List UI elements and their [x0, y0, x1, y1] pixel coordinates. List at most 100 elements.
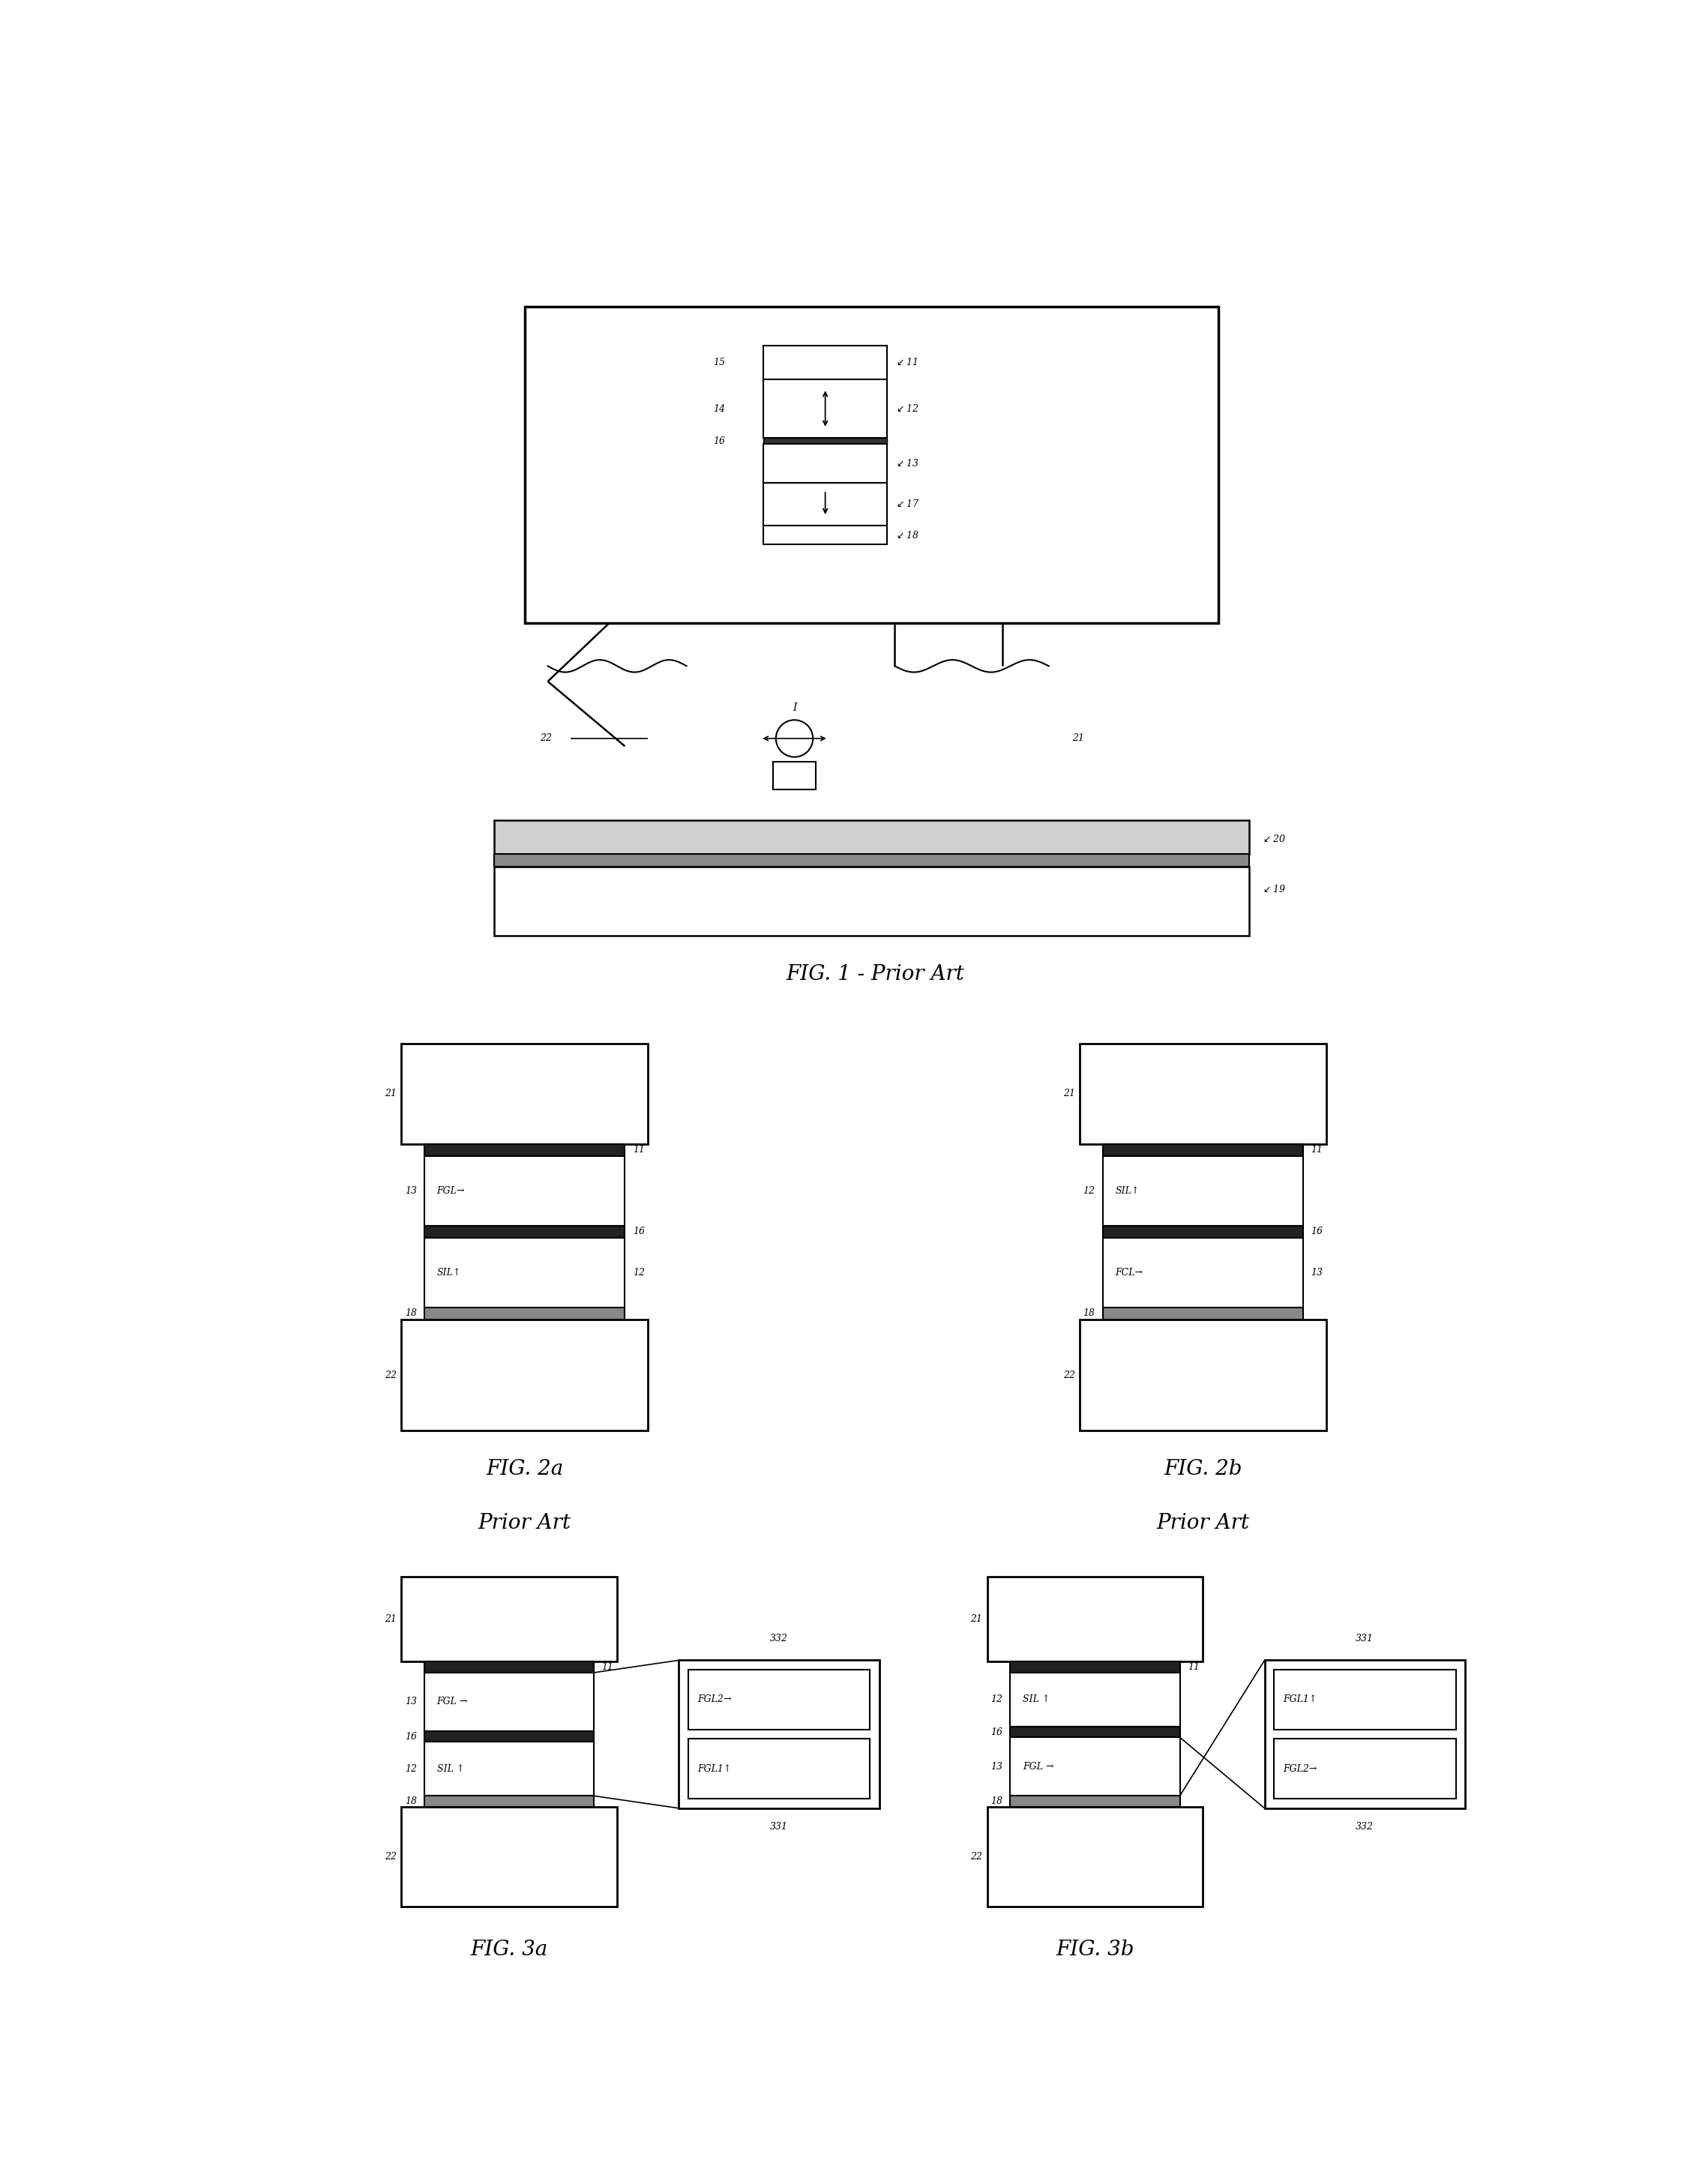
Text: 15: 15 — [712, 358, 726, 367]
Text: $\swarrow$18: $\swarrow$18 — [895, 530, 919, 541]
Bar — [401, 1321, 647, 1431]
Text: 22: 22 — [540, 734, 552, 743]
Bar — [425, 1145, 625, 1156]
Text: $\swarrow$20: $\swarrow$20 — [1262, 834, 1286, 845]
Text: SIL↑: SIL↑ — [1115, 1186, 1139, 1197]
Text: 332: 332 — [770, 1633, 787, 1644]
Text: SIL ↑: SIL ↑ — [1023, 1694, 1050, 1705]
Bar — [1009, 1672, 1180, 1727]
Text: SIL ↑: SIL ↑ — [437, 1764, 465, 1775]
Bar — [1274, 1740, 1455, 1798]
Bar — [401, 1577, 617, 1662]
Text: 12: 12 — [632, 1268, 644, 1277]
Bar — [763, 443, 886, 482]
Bar — [425, 1796, 594, 1807]
Text: FGL1↑: FGL1↑ — [1283, 1694, 1317, 1705]
Text: 12: 12 — [1083, 1186, 1095, 1197]
Text: I: I — [793, 702, 796, 712]
Text: 22: 22 — [1062, 1371, 1074, 1379]
Text: 21: 21 — [1073, 734, 1085, 743]
Bar — [1103, 1238, 1303, 1308]
Text: 14: 14 — [712, 404, 726, 413]
Text: 12: 12 — [405, 1764, 417, 1775]
Text: 21: 21 — [970, 1614, 982, 1625]
Text: FCL→: FCL→ — [1115, 1268, 1143, 1277]
Text: 22: 22 — [384, 1853, 396, 1861]
Text: 21: 21 — [1062, 1088, 1074, 1099]
Text: 22: 22 — [970, 1853, 982, 1861]
Text: 11: 11 — [1187, 1662, 1199, 1672]
Text: FIG. 3b: FIG. 3b — [1056, 1940, 1134, 1959]
Bar — [1264, 1659, 1465, 1809]
Bar — [1079, 1321, 1325, 1431]
Bar — [425, 1156, 625, 1225]
Text: 16: 16 — [712, 437, 726, 445]
Text: FGL2→: FGL2→ — [1283, 1764, 1317, 1775]
Bar — [678, 1659, 880, 1809]
Bar — [401, 1807, 617, 1907]
Bar — [401, 1045, 647, 1145]
Text: FIG. 1 - Prior Art: FIG. 1 - Prior Art — [786, 964, 965, 984]
Text: $\swarrow$11: $\swarrow$11 — [895, 356, 917, 367]
Bar — [763, 526, 886, 545]
Text: 18: 18 — [1083, 1308, 1095, 1318]
Text: 13: 13 — [991, 1761, 1003, 1772]
Bar — [688, 1670, 869, 1729]
Text: 11: 11 — [601, 1662, 613, 1672]
Bar — [425, 1662, 594, 1672]
Text: FIG. 2a: FIG. 2a — [487, 1460, 564, 1479]
Text: 16: 16 — [405, 1731, 417, 1742]
Bar — [425, 1731, 594, 1742]
Text: 13: 13 — [405, 1186, 417, 1197]
Bar — [688, 1740, 869, 1798]
Text: 16: 16 — [1310, 1227, 1322, 1236]
Bar — [425, 1672, 594, 1731]
Text: 16: 16 — [632, 1227, 644, 1236]
Bar — [1009, 1727, 1180, 1738]
Text: 22: 22 — [384, 1371, 396, 1379]
Text: FGL→: FGL→ — [437, 1186, 465, 1197]
Text: 18: 18 — [991, 1796, 1003, 1807]
Text: 21: 21 — [384, 1088, 396, 1099]
Bar — [1103, 1145, 1303, 1156]
Bar — [1009, 1662, 1180, 1672]
Bar — [425, 1225, 625, 1238]
Bar — [772, 762, 816, 788]
Text: Prior Art: Prior Art — [478, 1514, 570, 1533]
Bar — [763, 439, 886, 443]
Text: $\swarrow$12: $\swarrow$12 — [895, 404, 919, 415]
Bar — [987, 1577, 1202, 1662]
Text: FGL2→: FGL2→ — [697, 1694, 731, 1705]
Bar — [987, 1807, 1202, 1907]
Bar — [1103, 1156, 1303, 1225]
Bar — [425, 1308, 625, 1321]
Bar — [1103, 1225, 1303, 1238]
Text: $\swarrow$17: $\swarrow$17 — [895, 500, 919, 510]
Text: 18: 18 — [405, 1796, 417, 1807]
Text: 13: 13 — [405, 1696, 417, 1707]
Bar — [425, 1238, 625, 1308]
Text: 11: 11 — [1310, 1145, 1322, 1156]
Bar — [494, 821, 1249, 854]
Text: SIL↑: SIL↑ — [437, 1268, 461, 1277]
Text: $\swarrow$19: $\swarrow$19 — [1262, 884, 1286, 895]
Text: 332: 332 — [1356, 1822, 1373, 1831]
Bar — [524, 306, 1218, 623]
Text: 331: 331 — [1356, 1633, 1373, 1644]
Bar — [1009, 1796, 1180, 1807]
Text: FGL →: FGL → — [1023, 1761, 1054, 1772]
Text: $\swarrow$13: $\swarrow$13 — [895, 458, 919, 469]
Bar — [763, 482, 886, 526]
Bar — [1009, 1738, 1180, 1796]
Text: FIG. 3a: FIG. 3a — [470, 1940, 548, 1959]
Bar — [763, 345, 886, 380]
Text: 16: 16 — [991, 1727, 1003, 1738]
Text: 18: 18 — [405, 1308, 417, 1318]
Bar — [1103, 1308, 1303, 1321]
Text: Prior Art: Prior Art — [1156, 1514, 1250, 1533]
Bar — [494, 854, 1249, 867]
Text: FIG. 2b: FIG. 2b — [1163, 1460, 1242, 1479]
Bar — [763, 380, 886, 439]
Text: 13: 13 — [1310, 1268, 1322, 1277]
Bar — [494, 867, 1249, 936]
